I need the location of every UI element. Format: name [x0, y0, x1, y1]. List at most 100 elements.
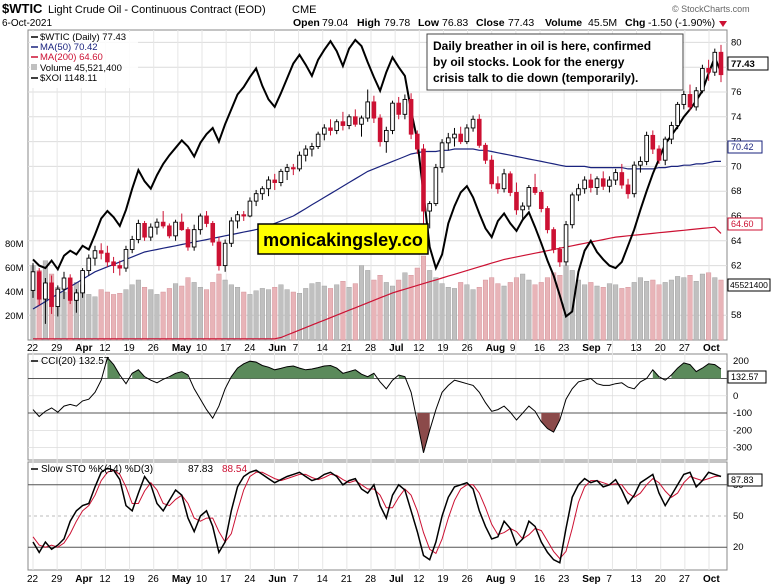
candle-body	[49, 282, 54, 307]
volume-bar	[675, 276, 681, 341]
volume-bar	[538, 282, 544, 341]
brand-label-box: monicakingsley.co	[257, 223, 429, 255]
x-tick-label: 19	[124, 343, 136, 354]
volume-bar	[693, 281, 699, 341]
candle-body	[638, 160, 643, 166]
x-tick-label: Jun	[268, 343, 286, 354]
x-tick-label: 26	[462, 343, 474, 354]
xoi-line	[32, 38, 722, 319]
volume-bar	[644, 281, 650, 341]
volume-bar	[619, 288, 625, 341]
volume-bar	[427, 270, 433, 341]
volume-bar	[86, 294, 92, 341]
volume-bar	[588, 282, 594, 341]
close-label: Close	[476, 17, 505, 29]
x-tick-label-bottom: Jun	[268, 574, 286, 585]
x-tick-label: 12	[99, 343, 111, 354]
x-tick-label: 16	[534, 343, 546, 354]
x-tick-label: Aug	[486, 343, 505, 354]
candle-body	[390, 102, 395, 131]
high-value: 79.78	[384, 17, 410, 29]
x-tick-label-bottom: 20	[655, 574, 667, 585]
volume-bar	[420, 255, 426, 341]
volume-bar	[563, 265, 569, 341]
candle-body	[526, 187, 532, 207]
candle-body	[607, 179, 612, 187]
volume-bar	[111, 294, 117, 341]
x-tick-label: 28	[365, 343, 377, 354]
volume-bar	[148, 289, 154, 341]
volume-label: Volume	[545, 17, 582, 29]
x-tick-label: 29	[51, 343, 63, 354]
cci-overbought-area	[107, 357, 120, 379]
volume-bar	[228, 284, 234, 341]
candle-body	[129, 239, 135, 250]
volume-bar	[235, 287, 241, 341]
candle-body	[98, 250, 104, 254]
x-tick-label-bottom: 23	[558, 574, 570, 585]
candle-body	[309, 146, 315, 150]
volume-bar	[241, 291, 247, 341]
cci-tick-label: -300	[733, 443, 752, 454]
close-value: 77.43	[508, 17, 534, 29]
candle-body	[501, 173, 507, 190]
x-tick-label: 24	[244, 343, 256, 354]
candle-body	[625, 184, 631, 195]
candle-body	[433, 167, 439, 205]
volume-bar	[712, 277, 718, 341]
candle-body	[650, 134, 656, 150]
volume-bar	[625, 287, 631, 341]
cci-tick-label: 200	[733, 356, 749, 367]
candle-body	[117, 265, 123, 269]
candle-body	[408, 98, 414, 135]
candle-body	[36, 271, 42, 300]
stoch-legend: Slow STO %K(14) %D(3) 87.83 88.54	[31, 464, 247, 475]
volume-bar	[253, 290, 259, 341]
stoch-d-line	[32, 469, 722, 560]
candle-body	[489, 159, 494, 185]
candle-body	[656, 148, 662, 161]
volume-bar	[123, 289, 129, 341]
volume-bar	[61, 291, 67, 341]
candle-body	[86, 257, 92, 272]
x-tick-label: 7	[293, 343, 299, 354]
volume-bar	[668, 279, 674, 341]
x-tick-label-bottom: 26	[148, 574, 160, 585]
volume-bar	[606, 283, 612, 341]
volume-bar	[433, 277, 439, 341]
volume-bar	[513, 277, 519, 341]
x-tick-label: 26	[148, 343, 160, 354]
candle-body	[154, 221, 160, 228]
volume-bar	[507, 282, 513, 341]
x-tick-label-bottom: 24	[244, 574, 256, 585]
volume-bar	[650, 279, 656, 341]
svg-text:70.42: 70.42	[731, 142, 754, 152]
x-tick-label: 22	[27, 343, 39, 354]
candle-body	[43, 282, 48, 300]
volume-bar	[662, 282, 668, 341]
volume-value: 45.5M	[588, 17, 617, 29]
candle-body	[427, 203, 432, 212]
volume-bar	[142, 287, 148, 341]
volume-bar	[557, 275, 563, 341]
candle-body	[365, 101, 370, 119]
ma200-badge: 64.60	[727, 217, 763, 231]
volume-bar	[532, 284, 538, 341]
volume-bar	[222, 279, 228, 341]
x-tick-label: 17	[220, 343, 232, 354]
candle-body	[619, 172, 625, 186]
candle-body	[160, 221, 166, 227]
volume-bar	[445, 287, 451, 341]
volume-bar	[613, 284, 619, 341]
candle-body	[384, 129, 389, 143]
volume-bar	[117, 293, 123, 341]
stoch-d-value: 88.54	[222, 464, 247, 475]
legend-wtic: $WTIC (Daily) 77.43	[40, 32, 126, 43]
candle-body	[247, 200, 253, 217]
price-legend: $WTIC (Daily) 77.43 MA(50) 70.42 MA(200)…	[30, 32, 138, 88]
x-tick-label-bottom: 21	[341, 574, 353, 585]
volume-bar	[470, 289, 476, 341]
x-tick-label: 7	[606, 343, 612, 354]
chart-symbol: $WTIC	[2, 1, 43, 16]
volume-bar	[210, 282, 216, 341]
